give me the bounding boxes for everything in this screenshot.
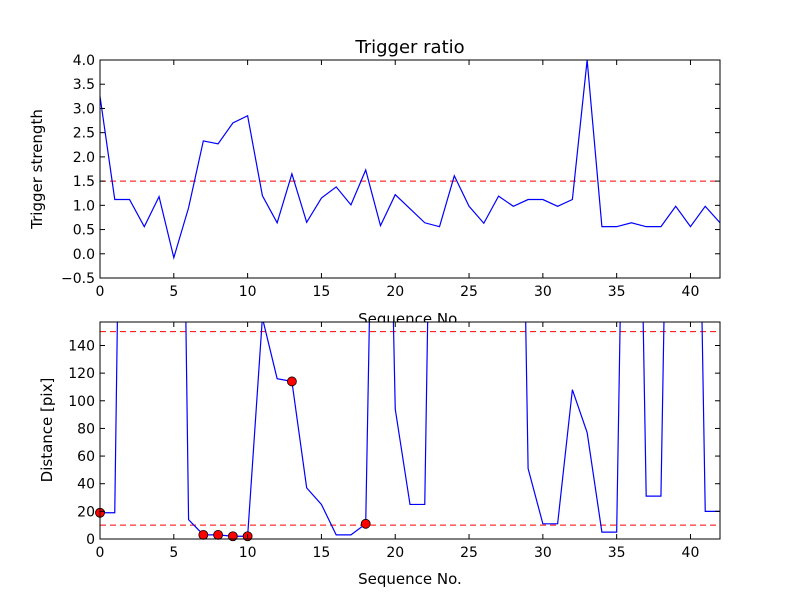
bottom-y-tick-label: 40 bbox=[77, 477, 95, 493]
bottom-marker-point-3 bbox=[227, 531, 238, 542]
bottom-x-tick-label: 30 bbox=[534, 545, 552, 561]
bottom-x-tick-label: 10 bbox=[239, 545, 257, 561]
top-y-tick-label: 1.0 bbox=[73, 198, 95, 214]
bottom-x-tick-label: 0 bbox=[96, 545, 105, 561]
bottom-y-tick-label: 20 bbox=[77, 504, 95, 520]
top-x-tick-label: 25 bbox=[460, 284, 478, 300]
bottom-x-axis-label: Sequence No. bbox=[358, 570, 462, 588]
top-y-tick-label: 2.0 bbox=[73, 150, 95, 166]
top-x-tick-label: 40 bbox=[682, 284, 700, 300]
top-x-tick-label: 15 bbox=[313, 284, 331, 300]
bottom-y-tick-label: 120 bbox=[68, 366, 95, 382]
top-y-tick-label: 4.0 bbox=[73, 53, 95, 69]
bottom-y-tick-label: 140 bbox=[68, 338, 95, 354]
top-y-tick-label: 3.5 bbox=[73, 77, 95, 93]
top-y-tick-label: −0.5 bbox=[61, 271, 95, 287]
bottom-y-tick-label: 0 bbox=[86, 532, 95, 548]
bottom-marker-point-6 bbox=[360, 518, 371, 529]
bottom-y-tick-label: 80 bbox=[77, 421, 95, 437]
top-y-tick-label: 1.5 bbox=[73, 174, 95, 190]
top-x-tick-label: 0 bbox=[96, 284, 105, 300]
bottom-y-tick-label: 100 bbox=[68, 394, 95, 410]
top-y-tick-label: 0.5 bbox=[73, 223, 95, 239]
top-x-tick-label: 5 bbox=[169, 284, 178, 300]
top-x-tick-label: 30 bbox=[534, 284, 552, 300]
top-x-tick-label: 20 bbox=[386, 284, 404, 300]
bottom-x-tick-label: 40 bbox=[682, 545, 700, 561]
top-chart-title: Trigger ratio bbox=[354, 37, 464, 58]
bottom-marker-point-5 bbox=[287, 376, 297, 387]
bottom-y-tick-label: 60 bbox=[77, 449, 95, 465]
top-x-tick-label: 35 bbox=[608, 284, 626, 300]
bottom-axes-frame bbox=[99, 321, 721, 540]
bottom-x-tick-label: 20 bbox=[386, 545, 404, 561]
bottom-x-tick-label: 15 bbox=[313, 545, 331, 561]
top-y-tick-label: 3.0 bbox=[73, 101, 95, 117]
top-series-line-0 bbox=[100, 60, 720, 260]
top-x-tick-label: 10 bbox=[239, 284, 257, 300]
top-y-axis-label: Trigger strength bbox=[28, 109, 46, 230]
top-y-tick-label: 0.0 bbox=[73, 247, 95, 263]
bottom-marker-point-2 bbox=[213, 529, 223, 540]
top-y-tick-label: 2.5 bbox=[73, 126, 95, 142]
top-axes-background bbox=[100, 60, 720, 278]
bottom-axes-background bbox=[100, 322, 720, 539]
bottom-subplot: 0 5 10 15 20 25 30 35 40 0 20 40 60 80 100 120 140 Sequ… bbox=[38, 321, 721, 588]
bottom-x-tick-label: 5 bbox=[169, 545, 178, 561]
bottom-y-axis-label: Distance [pix] bbox=[38, 378, 56, 483]
bottom-marker-point-1 bbox=[198, 529, 209, 540]
bottom-x-tick-label: 35 bbox=[608, 545, 626, 561]
top-subplot: 0 5 10 15 20 25 30 35 40 −0.5 0.0 0.5 1.0 1.5 2.0 2.5 3… bbox=[28, 37, 721, 328]
bottom-x-tick-label: 25 bbox=[460, 545, 478, 561]
top-axes-frame bbox=[99, 59, 721, 279]
